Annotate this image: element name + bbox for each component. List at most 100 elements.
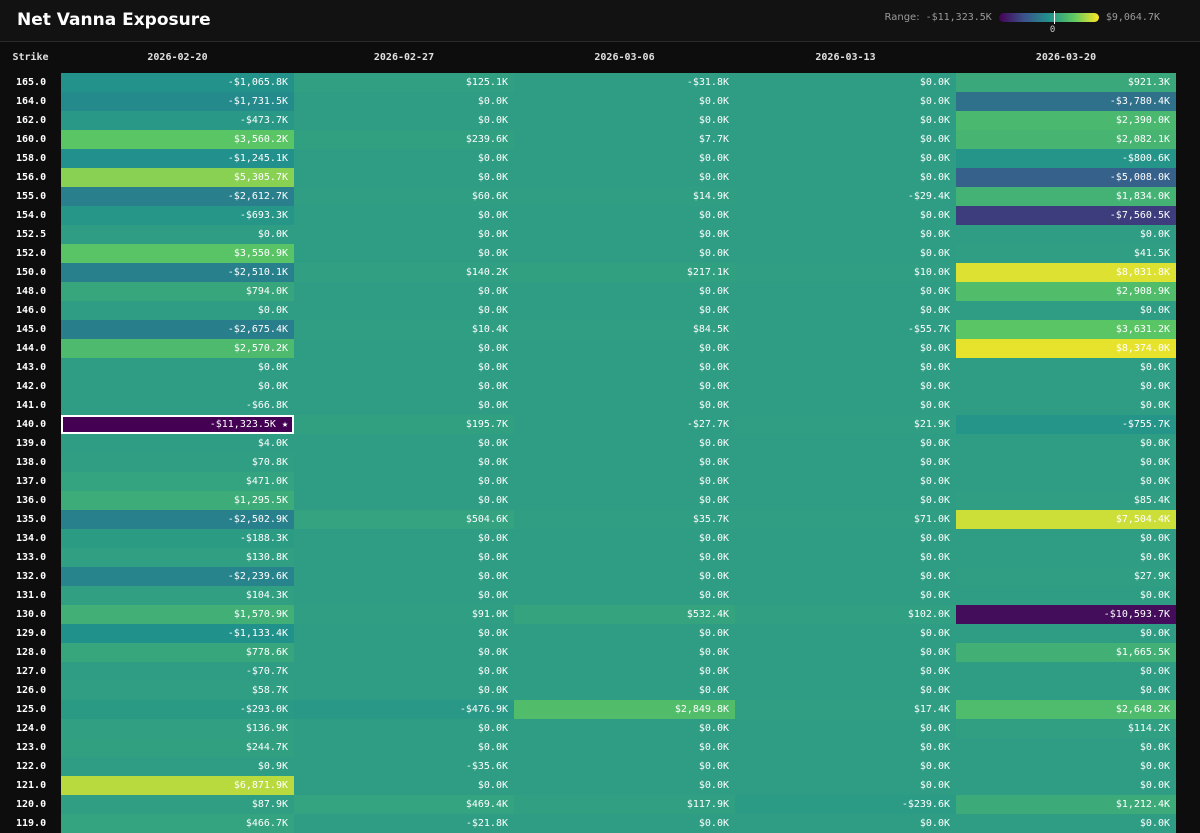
heatmap-cell[interactable]: $0.0K	[514, 111, 735, 130]
heatmap-cell[interactable]: $85.4K	[956, 491, 1176, 510]
heatmap-cell[interactable]: $217.1K	[514, 263, 735, 282]
heatmap-cell[interactable]: $0.0K	[294, 434, 514, 453]
heatmap-cell[interactable]: $21.9K	[735, 415, 956, 434]
heatmap-cell[interactable]: $0.0K	[294, 111, 514, 130]
heatmap-cell[interactable]: $2,082.1K	[956, 130, 1176, 149]
heatmap-cell[interactable]: $0.0K	[294, 719, 514, 738]
heatmap-cell[interactable]: $102.0K	[735, 605, 956, 624]
heatmap-cell[interactable]: $41.5K	[956, 244, 1176, 263]
heatmap-cell[interactable]: $0.0K	[294, 168, 514, 187]
heatmap-cell[interactable]: $0.0K	[294, 529, 514, 548]
heatmap-cell[interactable]: -$10,593.7K	[956, 605, 1176, 624]
heatmap-cell[interactable]: $0.0K	[514, 377, 735, 396]
heatmap-cell[interactable]: -$693.3K	[61, 206, 294, 225]
heatmap-cell[interactable]: $0.0K	[294, 301, 514, 320]
heatmap-cell[interactable]: $2,849.8K	[514, 700, 735, 719]
heatmap-cell[interactable]: -$27.7K	[514, 415, 735, 434]
heatmap-cell[interactable]: $5,305.7K	[61, 168, 294, 187]
heatmap-cell[interactable]: $0.0K	[735, 339, 956, 358]
heatmap-cell[interactable]: $0.0K	[735, 719, 956, 738]
heatmap-cell[interactable]: -$1,133.4K	[61, 624, 294, 643]
heatmap-cell[interactable]: $35.7K	[514, 510, 735, 529]
heatmap-cell[interactable]: $244.7K	[61, 738, 294, 757]
heatmap-cell[interactable]: $195.7K	[294, 415, 514, 434]
heatmap-cell[interactable]: $0.0K	[735, 434, 956, 453]
heatmap-cell[interactable]: $0.0K	[735, 358, 956, 377]
heatmap-cell[interactable]: $0.0K	[956, 301, 1176, 320]
heatmap-cell[interactable]: $0.0K	[735, 643, 956, 662]
heatmap-cell[interactable]: $239.6K	[294, 130, 514, 149]
heatmap-cell[interactable]: $0.0K	[956, 776, 1176, 795]
heatmap-cell[interactable]: $0.0K	[735, 586, 956, 605]
heatmap-cell[interactable]: $0.0K	[514, 586, 735, 605]
heatmap-cell[interactable]: $0.0K	[735, 757, 956, 776]
heatmap-cell[interactable]: $10.0K	[735, 263, 956, 282]
heatmap-cell[interactable]: -$800.6K	[956, 149, 1176, 168]
heatmap-cell[interactable]: -$3,780.4K	[956, 92, 1176, 111]
heatmap-cell[interactable]: $2,570.2K	[61, 339, 294, 358]
heatmap-cell[interactable]: -$21.8K	[294, 814, 514, 833]
heatmap-cell[interactable]: $0.0K	[514, 206, 735, 225]
heatmap-cell[interactable]: $0.0K	[956, 529, 1176, 548]
heatmap-cell[interactable]: -$473.7K	[61, 111, 294, 130]
heatmap-cell[interactable]: $0.0K	[956, 814, 1176, 833]
heatmap-cell[interactable]: $0.0K	[514, 168, 735, 187]
heatmap-cell[interactable]: $0.0K	[294, 624, 514, 643]
heatmap-cell[interactable]: -$5,008.0K	[956, 168, 1176, 187]
heatmap-cell[interactable]: $2,648.2K	[956, 700, 1176, 719]
heatmap-cell[interactable]: $0.0K	[735, 73, 956, 92]
heatmap-cell[interactable]: $3,631.2K	[956, 320, 1176, 339]
heatmap-cell[interactable]: $4.0K	[61, 434, 294, 453]
heatmap-cell[interactable]: $0.0K	[735, 206, 956, 225]
heatmap-cell[interactable]: $0.0K	[514, 643, 735, 662]
heatmap-cell[interactable]: $60.6K	[294, 187, 514, 206]
heatmap-cell[interactable]: $0.0K	[294, 776, 514, 795]
heatmap-cell[interactable]: $136.9K	[61, 719, 294, 738]
heatmap-cell[interactable]: $3,550.9K	[61, 244, 294, 263]
heatmap-cell[interactable]: $7,504.4K	[956, 510, 1176, 529]
heatmap-cell[interactable]: $0.0K	[956, 453, 1176, 472]
heatmap-cell[interactable]: $6,871.9K	[61, 776, 294, 795]
heatmap-cell[interactable]: $0.0K	[514, 92, 735, 111]
heatmap-cell[interactable]: $0.0K	[294, 377, 514, 396]
heatmap-cell[interactable]: $0.0K	[514, 434, 735, 453]
heatmap-cell[interactable]: $1,570.9K	[61, 605, 294, 624]
heatmap-cell[interactable]: $0.0K	[735, 814, 956, 833]
heatmap-cell[interactable]: $0.0K	[514, 472, 735, 491]
heatmap-cell[interactable]: $0.0K	[514, 225, 735, 244]
heatmap-cell[interactable]: $91.0K	[294, 605, 514, 624]
heatmap-cell[interactable]: -$2,239.6K	[61, 567, 294, 586]
heatmap-cell[interactable]: $130.8K	[61, 548, 294, 567]
heatmap-cell[interactable]: $0.0K	[294, 453, 514, 472]
heatmap-cell[interactable]: $0.0K	[294, 149, 514, 168]
heatmap-cell[interactable]: $0.0K	[294, 662, 514, 681]
heatmap-cell[interactable]: $0.0K	[735, 225, 956, 244]
heatmap-cell[interactable]: -$35.6K	[294, 757, 514, 776]
heatmap-cell[interactable]: $27.9K	[956, 567, 1176, 586]
heatmap-cell[interactable]: -$7,560.5K	[956, 206, 1176, 225]
strike-column-header[interactable]: Strike	[12, 51, 49, 63]
heatmap-cell[interactable]: $0.0K	[735, 529, 956, 548]
heatmap-cell[interactable]: $1,834.0K	[956, 187, 1176, 206]
heatmap-cell[interactable]: $0.0K	[514, 149, 735, 168]
heatmap-cell[interactable]: $0.0K	[735, 567, 956, 586]
heatmap-cell[interactable]: $0.0K	[735, 396, 956, 415]
heatmap-cell[interactable]: $14.9K	[514, 187, 735, 206]
heatmap-cell[interactable]: $104.3K	[61, 586, 294, 605]
heatmap-cell[interactable]: -$2,502.9K	[61, 510, 294, 529]
heatmap-cell[interactable]: $0.0K	[294, 681, 514, 700]
heatmap-cell[interactable]: -$1,245.1K	[61, 149, 294, 168]
heatmap-cell[interactable]: $0.0K	[294, 738, 514, 757]
heatmap-cell[interactable]: -$11,323.5K ★	[61, 415, 294, 434]
heatmap-cell[interactable]: $0.0K	[514, 358, 735, 377]
heatmap-cell[interactable]: -$1,065.8K	[61, 73, 294, 92]
heatmap-cell[interactable]: $0.0K	[735, 548, 956, 567]
heatmap-cell[interactable]: $0.0K	[514, 738, 735, 757]
heatmap-cell[interactable]: -$1,731.5K	[61, 92, 294, 111]
heatmap-cell[interactable]: $0.0K	[294, 244, 514, 263]
heatmap-cell[interactable]: $0.0K	[514, 567, 735, 586]
heatmap-cell[interactable]: $794.0K	[61, 282, 294, 301]
heatmap-cell[interactable]: $0.0K	[514, 491, 735, 510]
heatmap-cell[interactable]: $0.0K	[294, 282, 514, 301]
heatmap-cell[interactable]: $0.0K	[956, 586, 1176, 605]
